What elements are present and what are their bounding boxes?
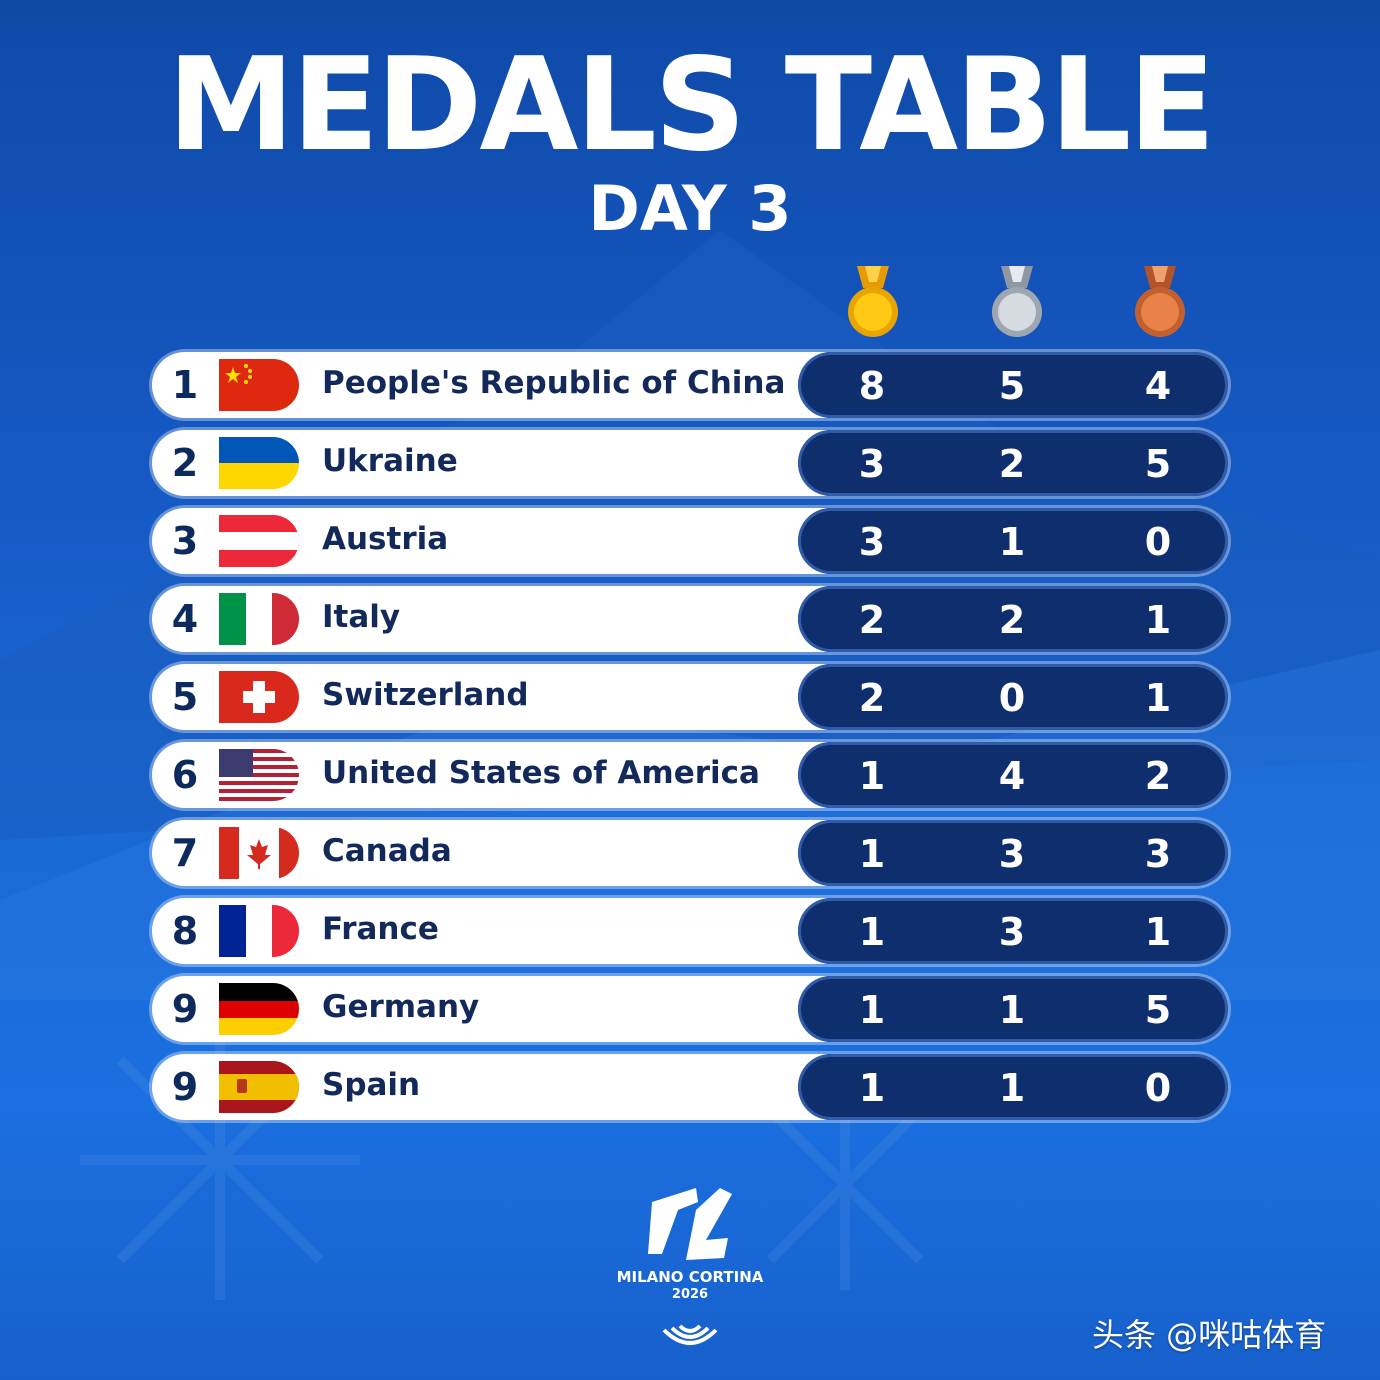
page-title: MEDALS TABLE	[167, 31, 1215, 180]
gold-count: 3	[858, 442, 886, 486]
medal-counts: 2 2 1	[798, 586, 1228, 652]
silver-count: 3	[998, 910, 1026, 954]
bronze-count: 4	[1144, 364, 1172, 408]
logo-text: MILANO CORTINA	[616, 1268, 764, 1286]
medal-counts: 1 3 3	[798, 820, 1228, 886]
gold-count: 2	[858, 598, 886, 642]
medal-counts: 1 3 1	[798, 898, 1228, 964]
spain-flag-icon	[219, 1061, 299, 1113]
silver-count: 3	[998, 832, 1026, 876]
medal-counts: 1 1 5	[798, 976, 1228, 1042]
bronze-count: 1	[1144, 598, 1172, 642]
rank: 4	[171, 597, 199, 641]
germany-flag-icon	[219, 983, 299, 1035]
rank: 8	[171, 909, 199, 953]
silver-count: 4	[998, 754, 1026, 798]
usa-flag-icon	[219, 749, 299, 801]
medal-counts: 3 1 0	[798, 508, 1228, 574]
medals-table: 1 People's Republic of China 8 5 4 2 Ukr…	[152, 352, 1228, 1132]
country-name: People's Republic of China	[322, 365, 786, 401]
silver-medal-icon	[992, 266, 1042, 337]
rank: 6	[171, 753, 199, 797]
table-row: 7 Canada 1 3 3	[152, 820, 1228, 886]
gold-count: 3	[858, 520, 886, 564]
table-row: 6 United States of America 1 4 2	[152, 742, 1228, 808]
rank: 1	[171, 363, 199, 407]
silver-count: 0	[998, 676, 1026, 720]
china-flag-icon	[219, 359, 299, 411]
table-row: 3 Austria 3 1 0	[152, 508, 1228, 574]
country-name: Canada	[322, 833, 452, 869]
bronze-count: 0	[1144, 520, 1172, 564]
country-name: Spain	[322, 1067, 421, 1103]
gold-count: 8	[858, 364, 886, 408]
austria-flag-icon	[219, 515, 299, 567]
medal-counts: 3 2 5	[798, 430, 1228, 496]
gold-medal-icon	[848, 266, 898, 337]
switzerland-flag-icon	[219, 671, 299, 723]
silver-count: 1	[998, 988, 1026, 1032]
canada-flag-icon	[219, 827, 299, 879]
table-row: 9 Spain 1 1 0	[152, 1054, 1228, 1120]
silver-count: 2	[998, 442, 1026, 486]
silver-count: 2	[998, 598, 1026, 642]
country-name: Austria	[322, 521, 449, 557]
bronze-count: 2	[1144, 754, 1172, 798]
country-name: Switzerland	[322, 677, 529, 713]
silver-count: 1	[998, 520, 1026, 564]
country-name: Germany	[322, 989, 480, 1025]
watermark: 头条 @咪咕体育	[1092, 1316, 1327, 1354]
medal-counts: 8 5 4	[798, 352, 1228, 418]
table-row: 1 People's Republic of China 8 5 4	[152, 352, 1228, 418]
bronze-count: 0	[1144, 1066, 1172, 1110]
country-name: Italy	[322, 599, 401, 635]
table-row: 9 Germany 1 1 5	[152, 976, 1228, 1042]
italy-flag-icon	[219, 593, 299, 645]
silver-count: 5	[998, 364, 1026, 408]
rank: 9	[171, 1065, 199, 1109]
medal-counts: 1 1 0	[798, 1054, 1228, 1120]
silver-count: 1	[998, 1066, 1026, 1110]
rank: 3	[171, 519, 199, 563]
rank: 2	[171, 441, 199, 485]
rank: 7	[171, 831, 199, 875]
table-row: 8 France 1 3 1	[152, 898, 1228, 964]
ukraine-flag-icon	[219, 437, 299, 489]
page-subtitle: DAY 3	[588, 172, 792, 245]
country-name: France	[322, 911, 439, 947]
table-row: 2 Ukraine 3 2 5	[152, 430, 1228, 496]
gold-count: 1	[858, 1066, 886, 1110]
france-flag-icon	[219, 905, 299, 957]
gold-count: 1	[858, 832, 886, 876]
bronze-count: 5	[1144, 988, 1172, 1032]
bronze-count: 1	[1144, 676, 1172, 720]
medal-counts: 2 0 1	[798, 664, 1228, 730]
gold-count: 1	[858, 754, 886, 798]
rank: 5	[171, 675, 199, 719]
medal-counts: 1 4 2	[798, 742, 1228, 808]
bronze-count: 1	[1144, 910, 1172, 954]
logo-year: 2026	[671, 1287, 709, 1302]
table-row: 4 Italy 2 2 1	[152, 586, 1228, 652]
table-row: 5 Switzerland 2 0 1	[152, 664, 1228, 730]
gold-count: 2	[858, 676, 886, 720]
milano-cortina-logo	[648, 1188, 732, 1345]
rank: 9	[171, 987, 199, 1031]
bronze-count: 3	[1144, 832, 1172, 876]
gold-count: 1	[858, 988, 886, 1032]
country-name: Ukraine	[322, 443, 458, 479]
gold-count: 1	[858, 910, 886, 954]
bronze-count: 5	[1144, 442, 1172, 486]
bronze-medal-icon	[1135, 266, 1185, 337]
country-name: United States of America	[322, 755, 760, 791]
